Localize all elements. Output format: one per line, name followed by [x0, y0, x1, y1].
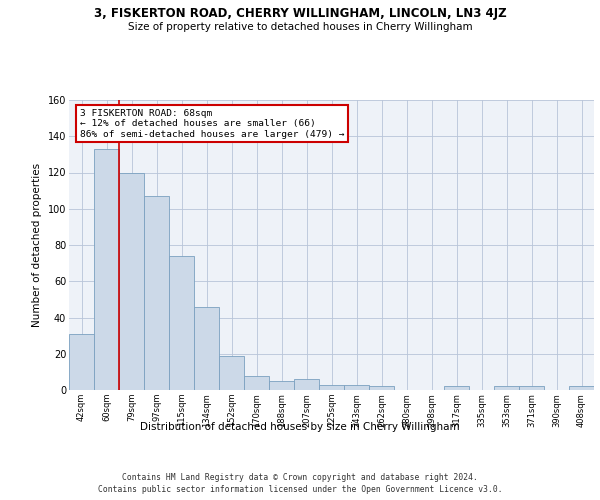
- Text: Contains public sector information licensed under the Open Government Licence v3: Contains public sector information licen…: [98, 485, 502, 494]
- Bar: [369, 386, 394, 390]
- Text: Size of property relative to detached houses in Cherry Willingham: Size of property relative to detached ho…: [128, 22, 472, 32]
- Bar: [269, 381, 294, 390]
- Bar: [144, 196, 169, 390]
- Text: 3, FISKERTON ROAD, CHERRY WILLINGHAM, LINCOLN, LN3 4JZ: 3, FISKERTON ROAD, CHERRY WILLINGHAM, LI…: [94, 8, 506, 20]
- Bar: [194, 306, 219, 390]
- Bar: [494, 386, 519, 390]
- Y-axis label: Number of detached properties: Number of detached properties: [32, 163, 42, 327]
- Bar: [569, 386, 594, 390]
- Bar: [94, 149, 119, 390]
- Text: Contains HM Land Registry data © Crown copyright and database right 2024.: Contains HM Land Registry data © Crown c…: [122, 472, 478, 482]
- Bar: [344, 384, 369, 390]
- Text: 3 FISKERTON ROAD: 68sqm
← 12% of detached houses are smaller (66)
86% of semi-de: 3 FISKERTON ROAD: 68sqm ← 12% of detache…: [79, 108, 344, 138]
- Text: Distribution of detached houses by size in Cherry Willingham: Distribution of detached houses by size …: [140, 422, 460, 432]
- Bar: [319, 384, 344, 390]
- Bar: [119, 172, 144, 390]
- Bar: [169, 256, 194, 390]
- Bar: [444, 386, 469, 390]
- Bar: [244, 376, 269, 390]
- Bar: [294, 379, 319, 390]
- Bar: [219, 356, 244, 390]
- Bar: [519, 386, 544, 390]
- Bar: [69, 334, 94, 390]
